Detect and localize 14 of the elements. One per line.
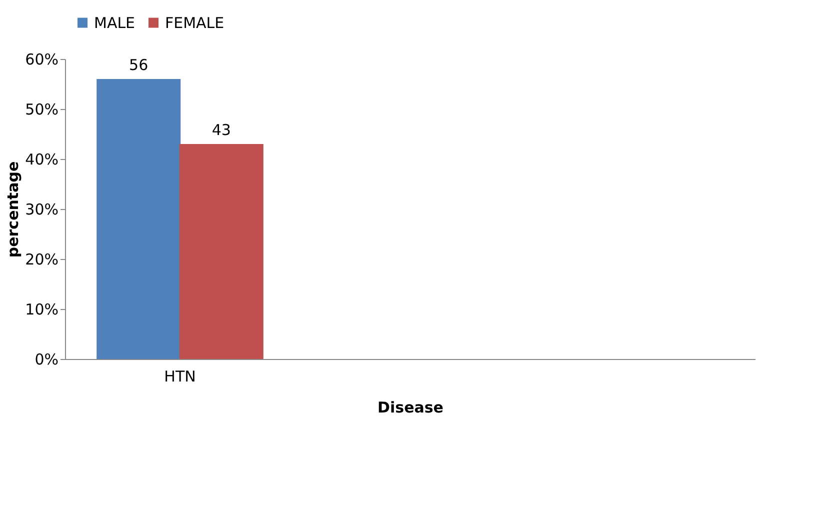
- legend-label: FEMALE: [165, 14, 224, 32]
- data-label: 56: [129, 56, 148, 74]
- y-tick-label: 40%: [25, 150, 58, 168]
- y-tick-label: 0%: [34, 350, 58, 368]
- legend-label: MALE: [94, 14, 136, 32]
- data-label: 43: [212, 121, 231, 139]
- x-tick-label: HTN: [164, 368, 196, 386]
- y-tick-label: 60%: [25, 50, 58, 68]
- y-axis-title: percentage: [4, 161, 22, 258]
- y-tick-label: 20%: [25, 250, 58, 268]
- y-tick-label: 50%: [25, 100, 58, 118]
- y-tick-label: 30%: [25, 200, 58, 218]
- y-tick-label: 10%: [25, 300, 58, 318]
- x-axis-title: Disease: [378, 398, 444, 416]
